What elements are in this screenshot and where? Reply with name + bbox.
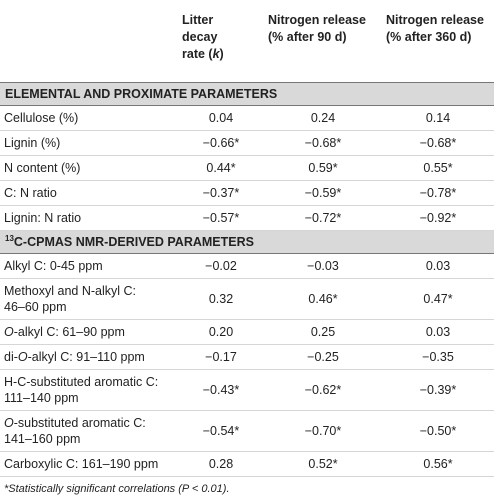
header-n-release-90: Nitrogen release (% after 90 d): [268, 13, 366, 44]
table-row: Methoxyl and N-alkyl C: 46–60 ppm 0.32 0.…: [0, 278, 494, 320]
footnote: *Statistically significant correlations …: [4, 483, 230, 495]
table-row: O-alkyl C: 61–90 ppm 0.20 0.25 0.03: [0, 319, 494, 345]
table-row: O-substituted aromatic C: 141–160 ppm −0.…: [0, 410, 494, 452]
table-row: H-C-substituted aromatic C: 111–140 ppm −…: [0, 369, 494, 411]
correlation-table: Litter decay rate (k) Nitrogen release (…: [0, 0, 494, 477]
header-row: Litter decay rate (k) Nitrogen release (…: [0, 0, 494, 82]
header-decay-rate: Litter decay rate (k): [182, 13, 224, 61]
header-empty: [0, 0, 178, 82]
table-row: di-O-alkyl C: 91–110 ppm −0.17 −0.25 −0.…: [0, 344, 494, 370]
header-n-release-360: Nitrogen release (% after 360 d): [386, 13, 484, 44]
table-row: Cellulose (%) 0.04 0.24 0.14: [0, 105, 494, 131]
table-row: C: N ratio −0.37* −0.59* −0.78*: [0, 180, 494, 206]
table-row: Carboxylic C: 161–190 ppm 0.28 0.52* 0.5…: [0, 451, 494, 477]
table-row: Lignin (%) −0.66* −0.68* −0.68*: [0, 130, 494, 156]
section-header-elemental: ELEMENTAL AND PROXIMATE PARAMETERS: [0, 81, 494, 106]
table-row: Lignin: N ratio −0.57* −0.72* −0.92*: [0, 205, 494, 231]
table-row: N content (%) 0.44* 0.59* 0.55*: [0, 155, 494, 181]
table-row: Alkyl C: 0-45 ppm −0.02 −0.03 0.03: [0, 253, 494, 279]
section-header-nmr: 13C-CPMAS NMR-DERIVED PARAMETERS: [0, 229, 494, 254]
